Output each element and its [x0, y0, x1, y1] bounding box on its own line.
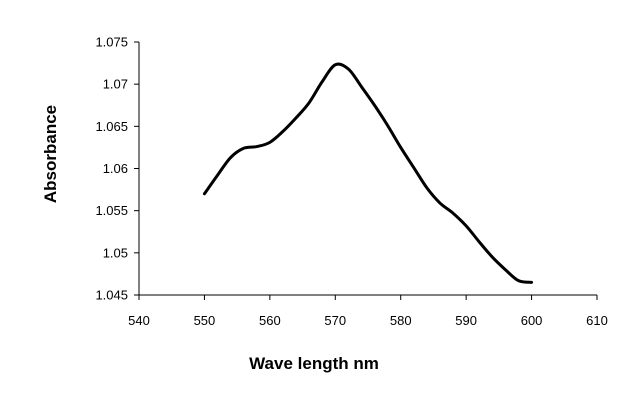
y-ticks: 1.045 1.05 1.055 1.06 1.065 1.07 1.075 — [95, 35, 139, 303]
x-axis-title: Wave length nm — [249, 354, 379, 373]
series-layer — [202, 62, 534, 284]
axes — [138, 42, 597, 296]
x-tick-label: 550 — [194, 313, 216, 328]
y-tick-label: 1.06 — [103, 161, 128, 176]
x-tick-label: 540 — [128, 313, 150, 328]
x-tick-label: 610 — [586, 313, 608, 328]
y-axis-title: Absorbance — [41, 105, 60, 203]
x-ticks: 540 550 560 570 580 590 600 610 — [128, 295, 608, 328]
x-tick-label: 600 — [521, 313, 543, 328]
y-tick-label: 1.045 — [95, 288, 128, 303]
y-tick-label: 1.055 — [95, 203, 128, 218]
x-tick-label: 560 — [259, 313, 281, 328]
y-tick-label: 1.07 — [103, 77, 128, 92]
absorbance-series-line — [202, 62, 534, 284]
x-tick-label: 580 — [390, 313, 412, 328]
y-tick-label: 1.075 — [95, 35, 128, 50]
y-tick-label: 1.065 — [95, 119, 128, 134]
x-tick-label: 570 — [324, 313, 346, 328]
x-tick-label: 590 — [455, 313, 477, 328]
y-tick-label: 1.05 — [103, 245, 128, 260]
